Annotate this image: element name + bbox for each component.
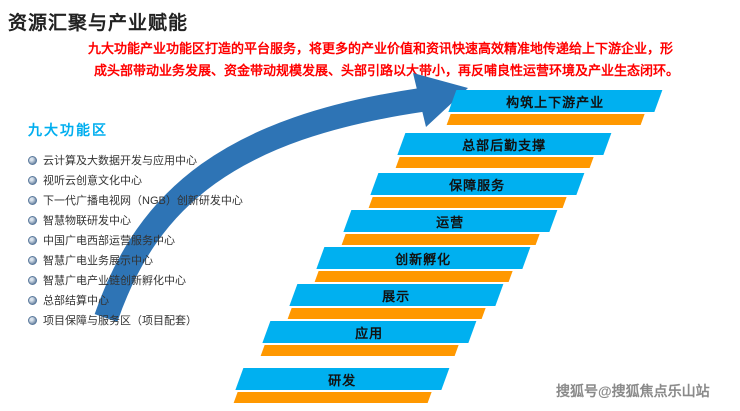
step-front-face <box>341 234 540 245</box>
function-zone-label: 智慧物联研发中心 <box>43 215 131 227</box>
stair-step: 保障服务 <box>366 173 585 208</box>
step-label: 保障服务 <box>449 177 506 193</box>
step-label: 总部后勤支撑 <box>462 137 547 153</box>
intro-line-2: 成头部带动业务发展、资金带动规模发展、头部引路以大带小，再反哺良性运营环境及产业… <box>94 63 680 79</box>
step-label: 应用 <box>355 325 384 341</box>
list-item: 云计算及大数据开发与应用中心 <box>28 150 243 170</box>
watermark: 搜狐号@搜狐焦点乐山站 <box>556 383 710 399</box>
list-item: 下一代广播电视网（NGB）创新研发中心 <box>28 190 243 210</box>
globe-bullet-icon <box>28 275 37 285</box>
list-item: 视听云创意文化中心 <box>28 170 243 190</box>
function-zone-label: 总部结算中心 <box>43 295 109 307</box>
intro-line-1: 九大功能产业功能区打造的平台服务，将更多的产业价值和资讯快速高效精准地传递给上下… <box>88 41 674 56</box>
step-top-face: 运营 <box>343 210 558 232</box>
globe-bullet-icon <box>28 175 37 185</box>
step-front-face <box>260 345 459 356</box>
step-top-face: 总部后勤支撑 <box>397 133 612 155</box>
step-top-face: 研发 <box>235 368 450 390</box>
step-front-face <box>287 308 486 319</box>
list-item: 智慧广电产业链创新孵化中心 <box>28 270 243 290</box>
step-top-face: 创新孵化 <box>316 247 531 269</box>
globe-bullet-icon <box>28 255 37 265</box>
step-label: 研发 <box>328 372 357 388</box>
globe-bullet-icon <box>28 215 37 225</box>
function-zones-heading: 九大功能区 <box>28 122 108 138</box>
step-top-face: 应用 <box>262 321 477 343</box>
stair-step: 运营 <box>339 210 558 245</box>
list-item: 智慧物联研发中心 <box>28 210 243 230</box>
stair-step: 构筑上下游产业 <box>444 90 663 125</box>
intro-text: 九大功能产业功能区打造的平台服务，将更多的产业价值和资讯快速高效精准地传递给上下… <box>88 38 710 82</box>
step-label: 运营 <box>436 214 465 230</box>
globe-bullet-icon <box>28 235 37 245</box>
page-title: 资源汇聚与产业赋能 <box>8 13 189 34</box>
function-zone-label: 视听云创意文化中心 <box>43 175 142 187</box>
stair-step: 总部后勤支撑 <box>393 133 612 168</box>
step-label: 构筑上下游产业 <box>506 94 605 110</box>
step-top-face: 构筑上下游产业 <box>448 90 663 112</box>
step-front-face <box>368 197 567 208</box>
arrow-shaft <box>94 88 423 322</box>
stair-step: 应用 <box>258 321 477 356</box>
step-top-face: 展示 <box>289 284 504 306</box>
stair-step: 研发 <box>231 368 450 403</box>
globe-bullet-icon <box>28 195 37 205</box>
arrow-head-icon <box>413 73 468 127</box>
function-zone-label: 智慧广电产业链创新孵化中心 <box>43 275 186 287</box>
step-front-face <box>446 114 645 125</box>
step-front-face <box>233 392 432 403</box>
function-zones-panel: 九大功能区 云计算及大数据开发与应用中心 视听云创意文化中心 下一代广播电视网（… <box>28 120 243 330</box>
globe-bullet-icon <box>28 315 37 325</box>
function-zone-label: 项目保障与服务区（项目配套） <box>43 315 197 327</box>
list-item: 项目保障与服务区（项目配套） <box>28 310 243 330</box>
function-zone-label: 中国广电西部运营服务中心 <box>43 235 175 247</box>
function-zone-label: 下一代广播电视网（NGB）创新研发中心 <box>43 195 243 207</box>
step-front-face <box>314 271 513 282</box>
function-zone-label: 云计算及大数据开发与应用中心 <box>43 155 197 167</box>
globe-bullet-icon <box>28 295 37 305</box>
function-zone-label: 智慧广电业务展示中心 <box>43 255 153 267</box>
step-label: 展示 <box>382 288 411 304</box>
stair-step: 展示 <box>285 284 504 319</box>
step-front-face <box>395 157 594 168</box>
list-item: 中国广电西部运营服务中心 <box>28 230 243 250</box>
list-item: 智慧广电业务展示中心 <box>28 250 243 270</box>
step-label: 创新孵化 <box>395 251 452 267</box>
globe-bullet-icon <box>28 155 37 165</box>
stair-step: 创新孵化 <box>312 247 531 282</box>
step-top-face: 保障服务 <box>370 173 585 195</box>
list-item: 总部结算中心 <box>28 290 243 310</box>
